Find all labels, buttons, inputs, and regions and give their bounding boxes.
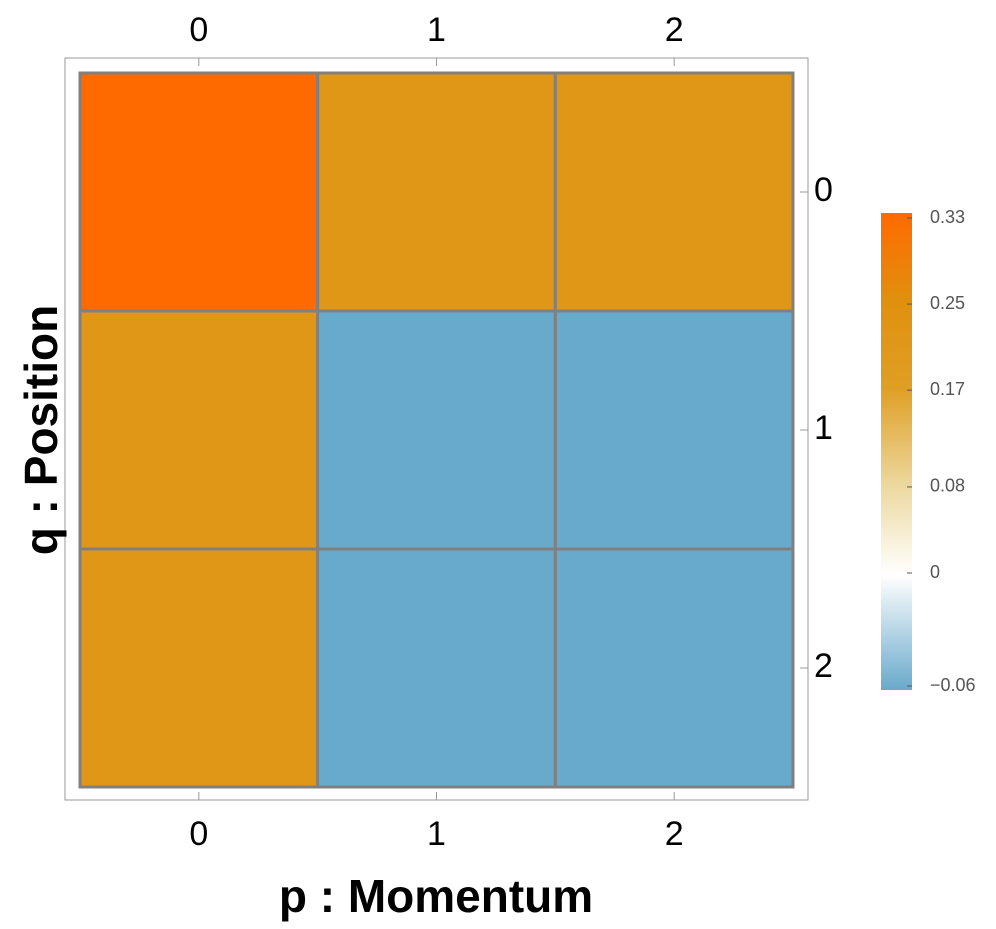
x-tick-label: 2 [665,815,684,853]
colorbar-tick-label: 0.17 [930,379,965,399]
heatmap-cell [316,71,557,313]
x-axis-label: p : Momentum [279,870,593,922]
heatmap-cell [553,309,795,551]
heatmap-cell [553,547,795,789]
colorbar-tick-label: 0.08 [930,476,965,496]
heatmap-cell [316,309,557,551]
x-tick-label: 0 [189,11,208,49]
colorbar-tick-label: 0 [930,562,940,582]
y-tick-label: 2 [814,647,833,685]
colorbar-tick-label: 0.33 [930,207,965,227]
x-tick-label: 0 [189,815,208,853]
colorbar-tick-label: 0.25 [930,293,965,313]
y-tick-label: 1 [814,409,833,447]
y-axis-label: q : Position [15,305,67,555]
x-tick-label: 1 [427,815,446,853]
colorbar-tick-label: −0.06 [930,675,976,695]
x-tick-label: 2 [665,11,684,49]
heatmap-cell [78,309,320,551]
heatmap-cell [553,71,795,313]
colorbar [881,213,912,690]
heatmap-cell [78,71,320,313]
heatmap-cell [78,547,320,789]
y-tick-label: 0 [814,171,833,209]
heatmap-cell [316,547,557,789]
x-tick-label: 1 [427,11,446,49]
